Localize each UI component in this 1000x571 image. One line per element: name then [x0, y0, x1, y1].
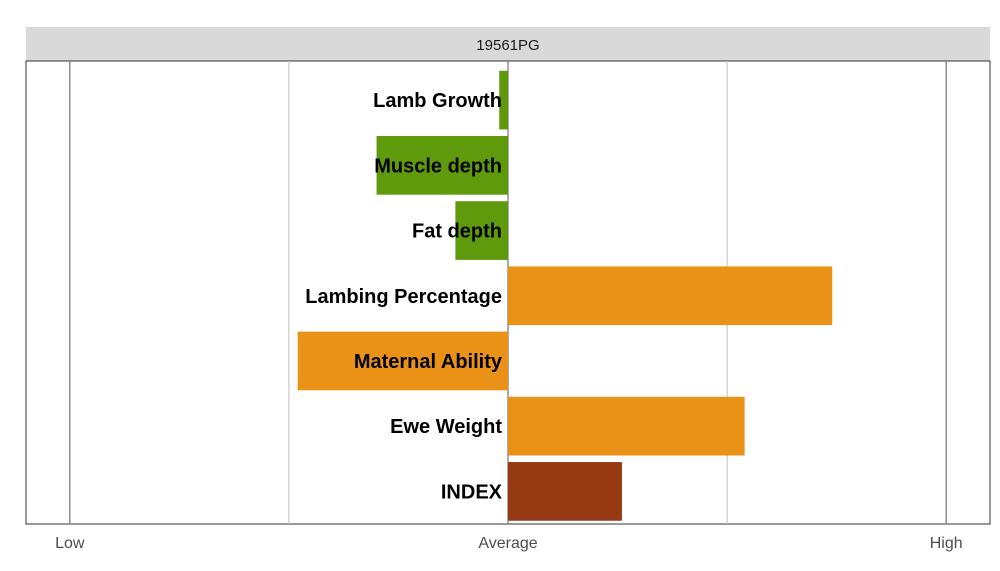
bar-label: Muscle depth [374, 155, 502, 177]
bar-label: Ewe Weight [390, 416, 502, 438]
bar-label: INDEX [441, 481, 503, 503]
x-axis-tick-labels: Low Average High [55, 535, 962, 552]
bar [297, 331, 508, 391]
strip-background [26, 27, 990, 61]
bar [508, 462, 622, 521]
bar-label: Fat depth [412, 221, 502, 243]
bar [376, 135, 508, 195]
bar [508, 266, 833, 326]
bar-labels: Lamb Growth Muscle depth Fat depth Lambing … [305, 90, 503, 503]
x-tick-label: High [930, 535, 963, 552]
bars [297, 70, 833, 521]
bar-label: Maternal Ability [354, 351, 503, 373]
bar [508, 396, 745, 456]
x-tick-label: Average [478, 535, 537, 552]
bar-label: Lamb Growth [373, 90, 502, 112]
chart-title: 19561PG [476, 37, 539, 54]
x-tick-label: Low [55, 535, 85, 552]
bar [499, 70, 508, 130]
bar [455, 201, 508, 260]
bar-label: Lambing Percentage [305, 286, 502, 308]
